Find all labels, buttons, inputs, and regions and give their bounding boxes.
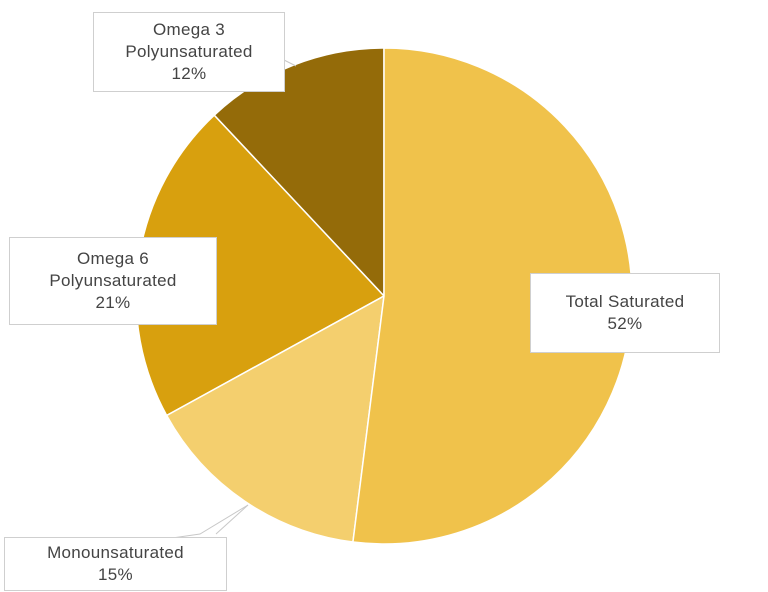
- label-name: Total Saturated: [565, 292, 685, 311]
- slice-label: Omega 6 Polyunsaturated 21%: [9, 237, 217, 325]
- leader-line: [215, 504, 249, 535]
- label-value: 12%: [171, 64, 207, 83]
- label-value: 21%: [95, 293, 131, 312]
- leader-line: [283, 59, 297, 67]
- label-value: 52%: [607, 314, 643, 333]
- pie-slice: [213, 47, 385, 298]
- pie-slice: [165, 294, 385, 543]
- label-name: Omega 3 Polyunsaturated: [125, 20, 253, 61]
- label-name: Omega 6 Polyunsaturated: [49, 249, 177, 290]
- slice-label: Omega 3 Polyunsaturated 12%: [93, 12, 285, 92]
- label-name: Monounsaturated: [47, 543, 184, 562]
- slice-label: Total Saturated 52%: [530, 273, 720, 353]
- label-value: 15%: [98, 565, 133, 584]
- slice-label: Monounsaturated 15%: [4, 537, 227, 591]
